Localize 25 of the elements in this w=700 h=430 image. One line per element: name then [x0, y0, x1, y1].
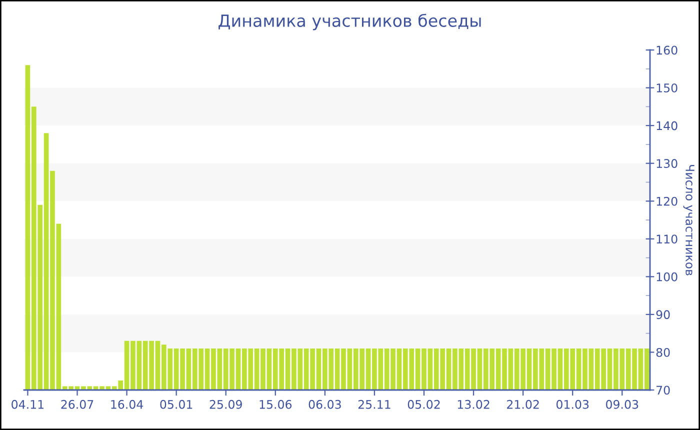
y-tick-label: 130 [656, 159, 678, 168]
y-tick-label: 110 [656, 234, 678, 244]
x-tick-label: 15.06 [260, 400, 292, 409]
y-tick-label: 100 [656, 272, 678, 282]
x-tick-label: 06.03 [308, 400, 341, 409]
y-tick-label: 90 [656, 310, 670, 320]
x-tick-label: 25.11 [358, 400, 390, 409]
x-tick-label: 25.09 [210, 400, 242, 409]
x-tick-label: 09.03 [606, 400, 638, 409]
x-tick-label: 01.03 [556, 400, 589, 409]
y-tick-label: 150 [656, 84, 678, 92]
y-tick-label: 120 [656, 196, 678, 206]
y-tick-label: 160 [656, 46, 678, 55]
x-tick-label: 13.02 [458, 400, 490, 409]
x-tick-label: 04.11 [12, 400, 44, 409]
x-tick-label: 05.01 [160, 400, 192, 409]
chart-title: Динамика участников беседы [218, 14, 481, 30]
x-tick-label: 21.02 [507, 400, 539, 409]
x-tick-label: 05.02 [408, 400, 440, 409]
y-tick-label: 80 [656, 348, 670, 357]
y-tick-label: 140 [656, 121, 678, 130]
x-tick-label: 26.07 [61, 400, 94, 409]
y-tick-label: 70 [656, 386, 670, 395]
y-axis-title: Число участников [683, 164, 694, 276]
x-tick-label: 16.04 [111, 400, 144, 409]
